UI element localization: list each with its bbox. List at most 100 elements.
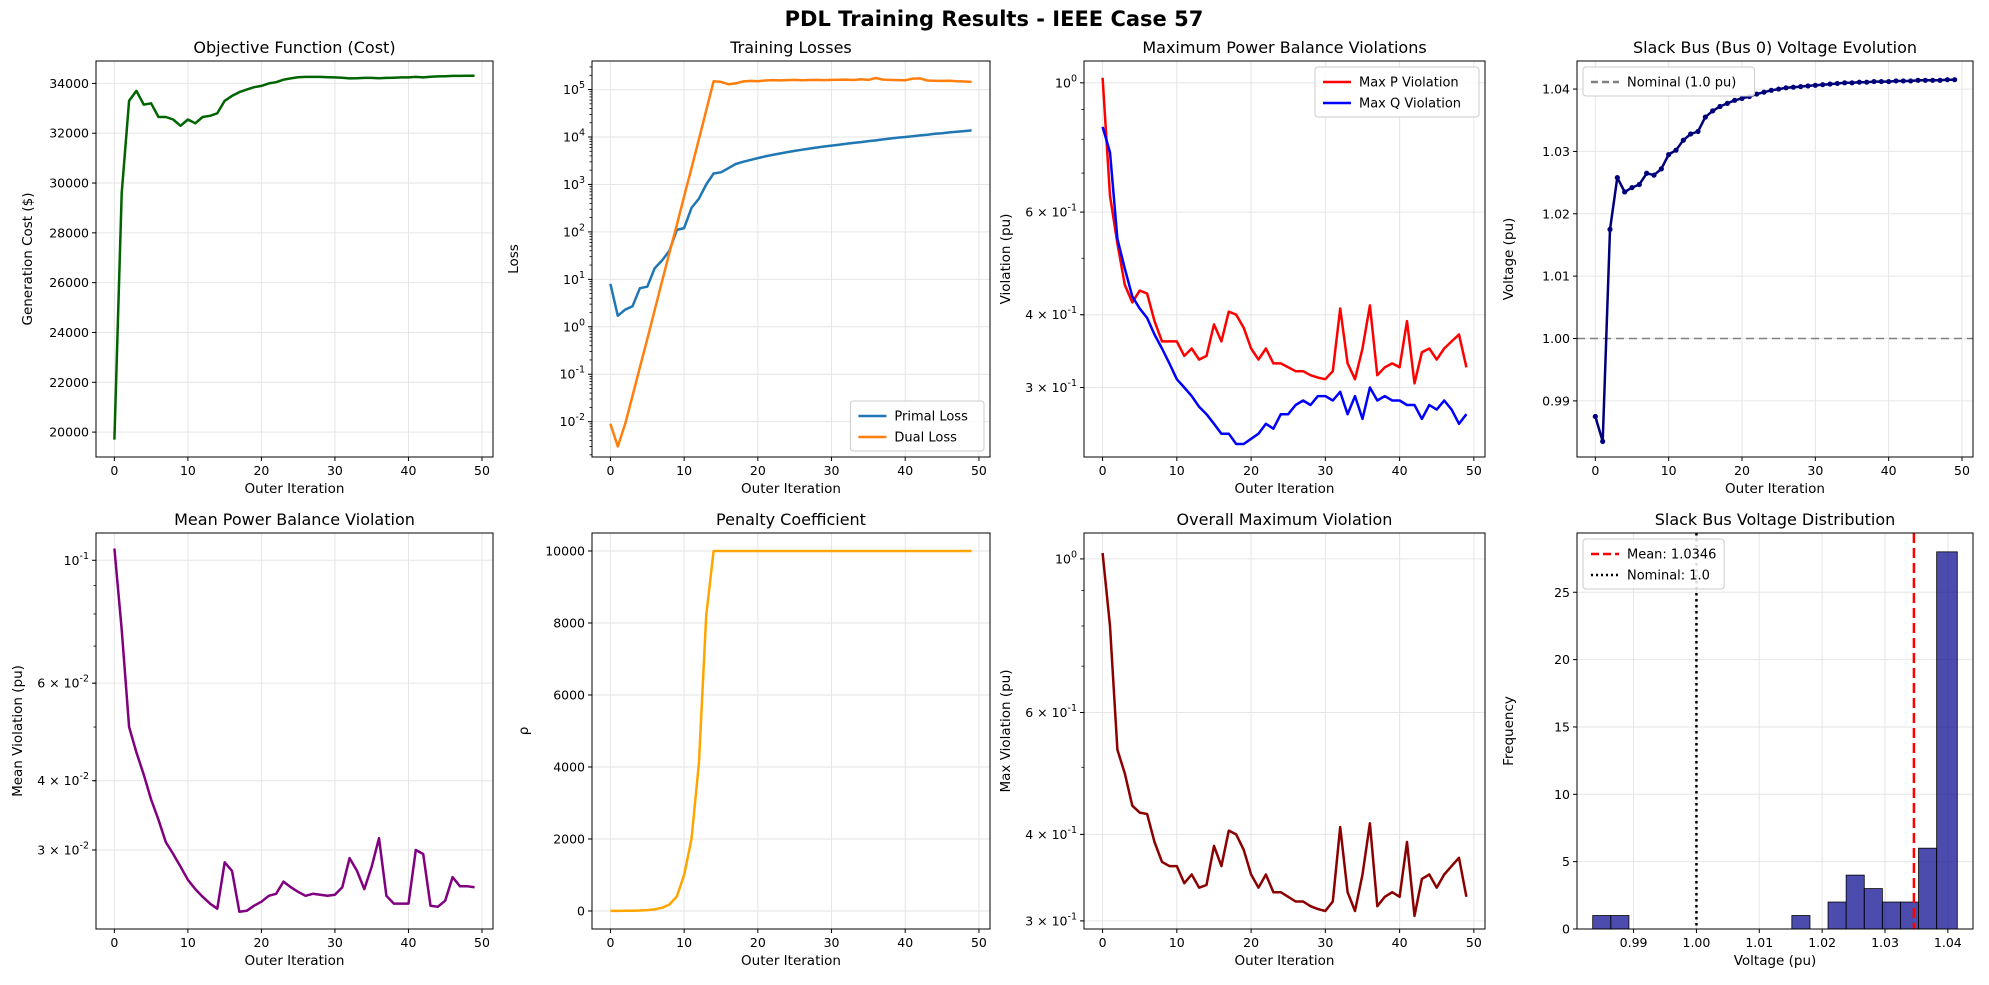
data-point [1790, 84, 1796, 90]
y-tick-label: 100 [1055, 549, 1077, 566]
data-point [1908, 78, 1914, 84]
y-axis-label: Loss [506, 244, 522, 274]
legend-box [1582, 538, 1725, 590]
data-point [1636, 181, 1642, 188]
series-line-0 [1101, 77, 1468, 385]
y-axis-label: ρ [516, 727, 532, 736]
x-tick-label: 40 [1881, 463, 1897, 478]
histogram-bar [1827, 901, 1847, 929]
x-tick-label: 40 [897, 463, 913, 478]
panel-title: Maximum Power Balance Violations [1142, 38, 1426, 57]
data-point [1629, 184, 1635, 191]
x-axis-label: Outer Iteration [741, 481, 841, 497]
axes-frame [95, 60, 494, 458]
panel-title: Training Losses [729, 38, 852, 57]
histogram-bar [1610, 915, 1630, 929]
data-point [1886, 78, 1892, 85]
x-axis-label: Outer Iteration [245, 953, 345, 969]
y-tick-label: 102 [563, 222, 585, 239]
y-axis-label: Generation Cost ($) [20, 192, 36, 325]
y-tick-label: 3 × 10-2 [37, 840, 89, 857]
data-point [1651, 172, 1657, 178]
data-point [1710, 108, 1716, 114]
histogram-bar [1863, 888, 1883, 929]
legend-label: Mean: 1.0346 [1627, 548, 1716, 563]
data-point [1776, 86, 1782, 92]
grid [592, 61, 990, 457]
panel-losses: 0 10 20 30 40 50 10-2 10-1 100 101 102 103 104 105 Tra… [506, 38, 991, 497]
y-tick-label: 10000 [545, 544, 585, 559]
data-point [1878, 78, 1884, 85]
series-line-1 [609, 76, 972, 448]
x-tick-label: 10 [1169, 935, 1185, 950]
y-tick-label: 100 [1055, 73, 1077, 90]
data-point [1952, 77, 1958, 83]
y-tick-label: 1.00 [1542, 331, 1570, 346]
y-tick-label: 8000 [553, 616, 585, 631]
plot-area [113, 548, 475, 914]
legend-label: Max Q Violation [1359, 97, 1461, 112]
histogram-bar [1900, 901, 1919, 929]
data-point [1871, 78, 1877, 85]
x-tick-label: 20 [253, 935, 269, 950]
x-tick-label: 1.01 [1745, 935, 1773, 950]
panel-title: Mean Power Balance Violation [174, 510, 415, 529]
y-tick-label: 20 [1554, 652, 1570, 667]
y-tick-label: 4 × 10-1 [1025, 305, 1077, 322]
y-tick-label: 1.03 [1542, 144, 1570, 159]
data-point [1834, 80, 1840, 87]
data-point [1607, 226, 1613, 232]
x-tick-label: 0 [1099, 463, 1107, 478]
histogram-bar [1936, 551, 1958, 929]
y-axis-label: Max Violation (pu) [998, 670, 1014, 793]
y-tick-label: 1.01 [1542, 269, 1570, 284]
x-tick-label: 10 [676, 935, 692, 950]
panel-title: Slack Bus Voltage Distribution [1655, 510, 1896, 529]
x-tick-label: 0 [606, 463, 614, 478]
y-tick-label: 105 [563, 80, 585, 97]
x-tick-label: 0.99 [1620, 935, 1648, 950]
y-tick-label: 0 [1562, 922, 1570, 937]
data-point [1864, 79, 1870, 85]
x-tick-label: 10 [1661, 463, 1677, 478]
grid [592, 533, 990, 929]
series-line-0 [609, 129, 972, 318]
panel-title: Slack Bus (Bus 0) Voltage Evolution [1633, 38, 1917, 57]
x-tick-label: 30 [824, 935, 840, 950]
data-point [1827, 81, 1833, 87]
plot-area [1592, 533, 1958, 929]
x-tick-label: 1.00 [1683, 935, 1711, 950]
x-tick-label: 20 [1243, 463, 1259, 478]
y-tick-label: 10-2 [560, 412, 585, 429]
x-tick-label: 10 [1169, 463, 1185, 478]
x-tick-label: 1.04 [1934, 935, 1962, 950]
data-point [1768, 87, 1774, 93]
data-point [1856, 79, 1862, 85]
y-tick-label: 34000 [49, 76, 89, 91]
x-tick-label: 30 [327, 463, 343, 478]
y-tick-label: 15 [1554, 719, 1570, 734]
legend-label: Nominal (1.0 pu) [1627, 76, 1736, 91]
y-tick-label: 10-1 [64, 551, 89, 568]
x-axis-label: Outer Iteration [1725, 481, 1825, 497]
x-tick-label: 0 [606, 935, 614, 950]
y-tick-label: 1.02 [1542, 206, 1570, 221]
y-tick-label: 6 × 10-2 [37, 674, 89, 691]
panel-slackv: 0 10 20 30 40 50 0.99 1.00 1.01 1.02 1.03 1.04 Slack… [1501, 38, 1974, 497]
plot-area [1101, 77, 1468, 446]
data-point [1893, 78, 1899, 84]
x-tick-label: 30 [824, 463, 840, 478]
data-point [1915, 77, 1921, 83]
y-tick-label: 100 [563, 317, 585, 334]
y-tick-label: 28000 [49, 225, 89, 240]
x-tick-label: 10 [180, 463, 196, 478]
y-tick-label: 104 [563, 128, 585, 145]
legend-label: Dual Loss [894, 431, 957, 446]
y-tick-label: 4 × 10-1 [1025, 825, 1077, 842]
panel-penalty: 0 10 20 30 40 50 0 2000 4000 6000 8000 10000 Penalty… [516, 510, 991, 969]
x-tick-label: 40 [1392, 935, 1408, 950]
panel-title: Objective Function (Cost) [193, 38, 395, 57]
axes-frame [95, 532, 494, 930]
y-tick-label: 0.99 [1542, 393, 1570, 408]
